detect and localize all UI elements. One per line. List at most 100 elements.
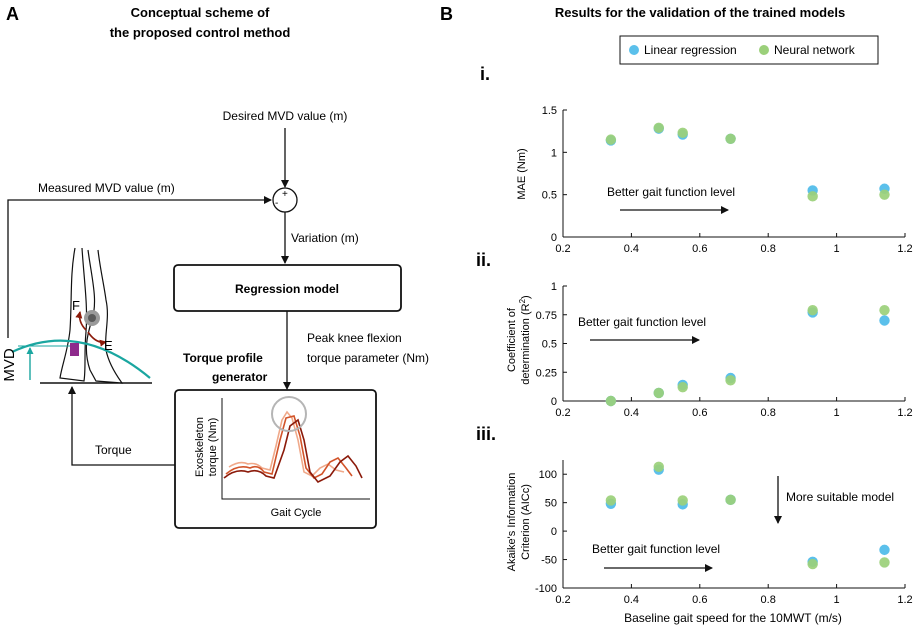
- neural-point: [879, 557, 890, 568]
- neural-point: [879, 189, 890, 200]
- peak-label-line1: Peak knee flexion: [307, 331, 402, 345]
- panel-ii-label: ii.: [476, 250, 491, 270]
- x-tick-label: 0.4: [624, 243, 639, 255]
- neural-point: [605, 495, 617, 506]
- neural-point: [653, 387, 664, 399]
- aicc-ylabel-line2: Criterion (AICc): [520, 484, 532, 560]
- generator-label-line2: generator: [212, 370, 268, 384]
- neural-point: [725, 375, 736, 386]
- neural-point: [807, 558, 818, 570]
- x-tick-label: 0.8: [761, 407, 776, 419]
- extension-label: E: [104, 338, 113, 353]
- y-tick-label: -100: [535, 583, 557, 595]
- flexion-label: F: [72, 298, 80, 313]
- x-tick-label: 0.4: [624, 594, 639, 606]
- shank-cuff: [70, 343, 79, 356]
- leg-illustration: F E MVD: [1, 247, 152, 384]
- y-tick-label: 100: [539, 469, 557, 481]
- legend-linear-label: Linear regression: [644, 43, 737, 57]
- back-leg: [59, 247, 88, 382]
- x-tick-label: 0.8: [761, 594, 776, 606]
- linear-point: [879, 544, 890, 556]
- legend-linear-marker: [629, 45, 639, 55]
- torque-curve-light: [228, 410, 345, 477]
- r2-ylabel-end: ): [520, 295, 532, 299]
- better-label-iii: Better gait function level: [592, 542, 720, 556]
- flexion-arrow: [75, 311, 87, 331]
- x-tick-label: 1.2: [897, 243, 912, 255]
- exo-label-line2: torque (Nm): [207, 418, 219, 477]
- x-tick-label: 0.8: [761, 243, 776, 255]
- mvd-label: MVD: [1, 348, 18, 382]
- y-tick-label: 1: [551, 147, 557, 159]
- x-tick-label: 1.2: [897, 407, 912, 419]
- torque-label: Torque: [95, 443, 132, 457]
- neural-point: [725, 494, 736, 506]
- neural-point: [605, 134, 617, 145]
- y-tick-label: 1.5: [542, 105, 557, 117]
- x-tick-label: 1: [834, 594, 840, 606]
- x-tick-label: 0.2: [555, 407, 570, 419]
- y-tick-label: 0: [551, 232, 557, 244]
- minus-sign: -: [275, 198, 278, 209]
- peak-label-line2: torque parameter (Nm): [307, 351, 429, 365]
- panel-a: A Conceptual scheme of the proposed cont…: [1, 4, 429, 529]
- y-tick-label: 0.25: [536, 367, 557, 379]
- x-tick-label: 0.2: [555, 594, 570, 606]
- mini-axes: [221, 398, 370, 500]
- panel-b-letter: B: [440, 4, 453, 24]
- neural-point: [677, 382, 688, 393]
- peak-highlight-circle: [271, 396, 307, 432]
- neural-point: [653, 461, 664, 473]
- extension-arrow: [87, 331, 107, 347]
- neural-point: [807, 304, 818, 316]
- y-tick-label: 0.5: [542, 190, 557, 202]
- panel-a-letter: A: [6, 4, 19, 24]
- gait-cycle-label: Gait Cycle: [271, 507, 322, 519]
- panel-iii-label: iii.: [476, 424, 496, 444]
- desired-mvd-label: Desired MVD value (m): [223, 109, 348, 123]
- linear-point: [879, 315, 890, 326]
- panel-a-title-line2: the proposed control method: [110, 25, 291, 40]
- r2-ylabel-line2: determination (R2): [518, 295, 532, 384]
- neural-point: [677, 495, 688, 506]
- r2-ylabel-sup: 2: [518, 298, 527, 303]
- x-tick-label: 0.2: [555, 243, 570, 255]
- x-tick-label: 0.6: [692, 243, 707, 255]
- y-tick-label: 0.5: [542, 339, 557, 351]
- feedback-line: [7, 196, 272, 338]
- x-tick-label: 1: [834, 243, 840, 255]
- regression-model-label: Regression model: [235, 282, 339, 296]
- measured-mvd-label: Measured MVD value (m): [38, 181, 175, 195]
- torque-feedback-line: [68, 386, 175, 466]
- y-tick-label: 0.75: [536, 310, 557, 322]
- r2-ylabel-line2-text: determination (R: [520, 303, 532, 384]
- plus-sign: +: [282, 189, 288, 200]
- y-tick-label: 0: [551, 526, 557, 538]
- r2-ylabel-line1-text: Coefficient of: [506, 307, 518, 372]
- panel-a-title-line1: Conceptual scheme of: [131, 5, 270, 20]
- aicc-ylabel-line1: Akaike's Information: [506, 473, 518, 572]
- legend-neural-label: Neural network: [774, 43, 856, 57]
- x-tick-label: 0.4: [624, 407, 639, 419]
- panel-i-label: i.: [480, 64, 490, 84]
- y-tick-label: 0: [551, 396, 557, 408]
- torque-curve-dark: [223, 418, 363, 484]
- y-tick-label: -50: [541, 555, 557, 567]
- x-tick-label: 1.2: [897, 594, 912, 606]
- plot-aicc: 0.2 0.4 0.6 0.8 1 1.2 -100 -50 0 50 100: [535, 460, 913, 606]
- legend-box: [619, 35, 879, 65]
- x-tick-label: 1: [834, 407, 840, 419]
- r2-ylabel-line1: Coefficient of: [506, 307, 518, 372]
- legend-neural-marker: [759, 45, 769, 55]
- variation-label: Variation (m): [291, 231, 359, 245]
- plot-mae: 0.2 0.4 0.6 0.8 1 1.2 0 0.5 1 1.5: [542, 105, 913, 255]
- plot-r2: 0.2 0.4 0.6 0.8 1 1.2 0 0.25 0.5 0.75 1: [536, 281, 913, 419]
- neural-point: [605, 395, 617, 407]
- neural-point: [807, 191, 818, 202]
- panel-b-title: Results for the validation of the traine…: [555, 5, 845, 20]
- exo-label-line1: Exoskeleton: [194, 417, 206, 477]
- better-label-i: Better gait function level: [607, 185, 735, 199]
- legend: Linear regression Neural network: [619, 35, 879, 65]
